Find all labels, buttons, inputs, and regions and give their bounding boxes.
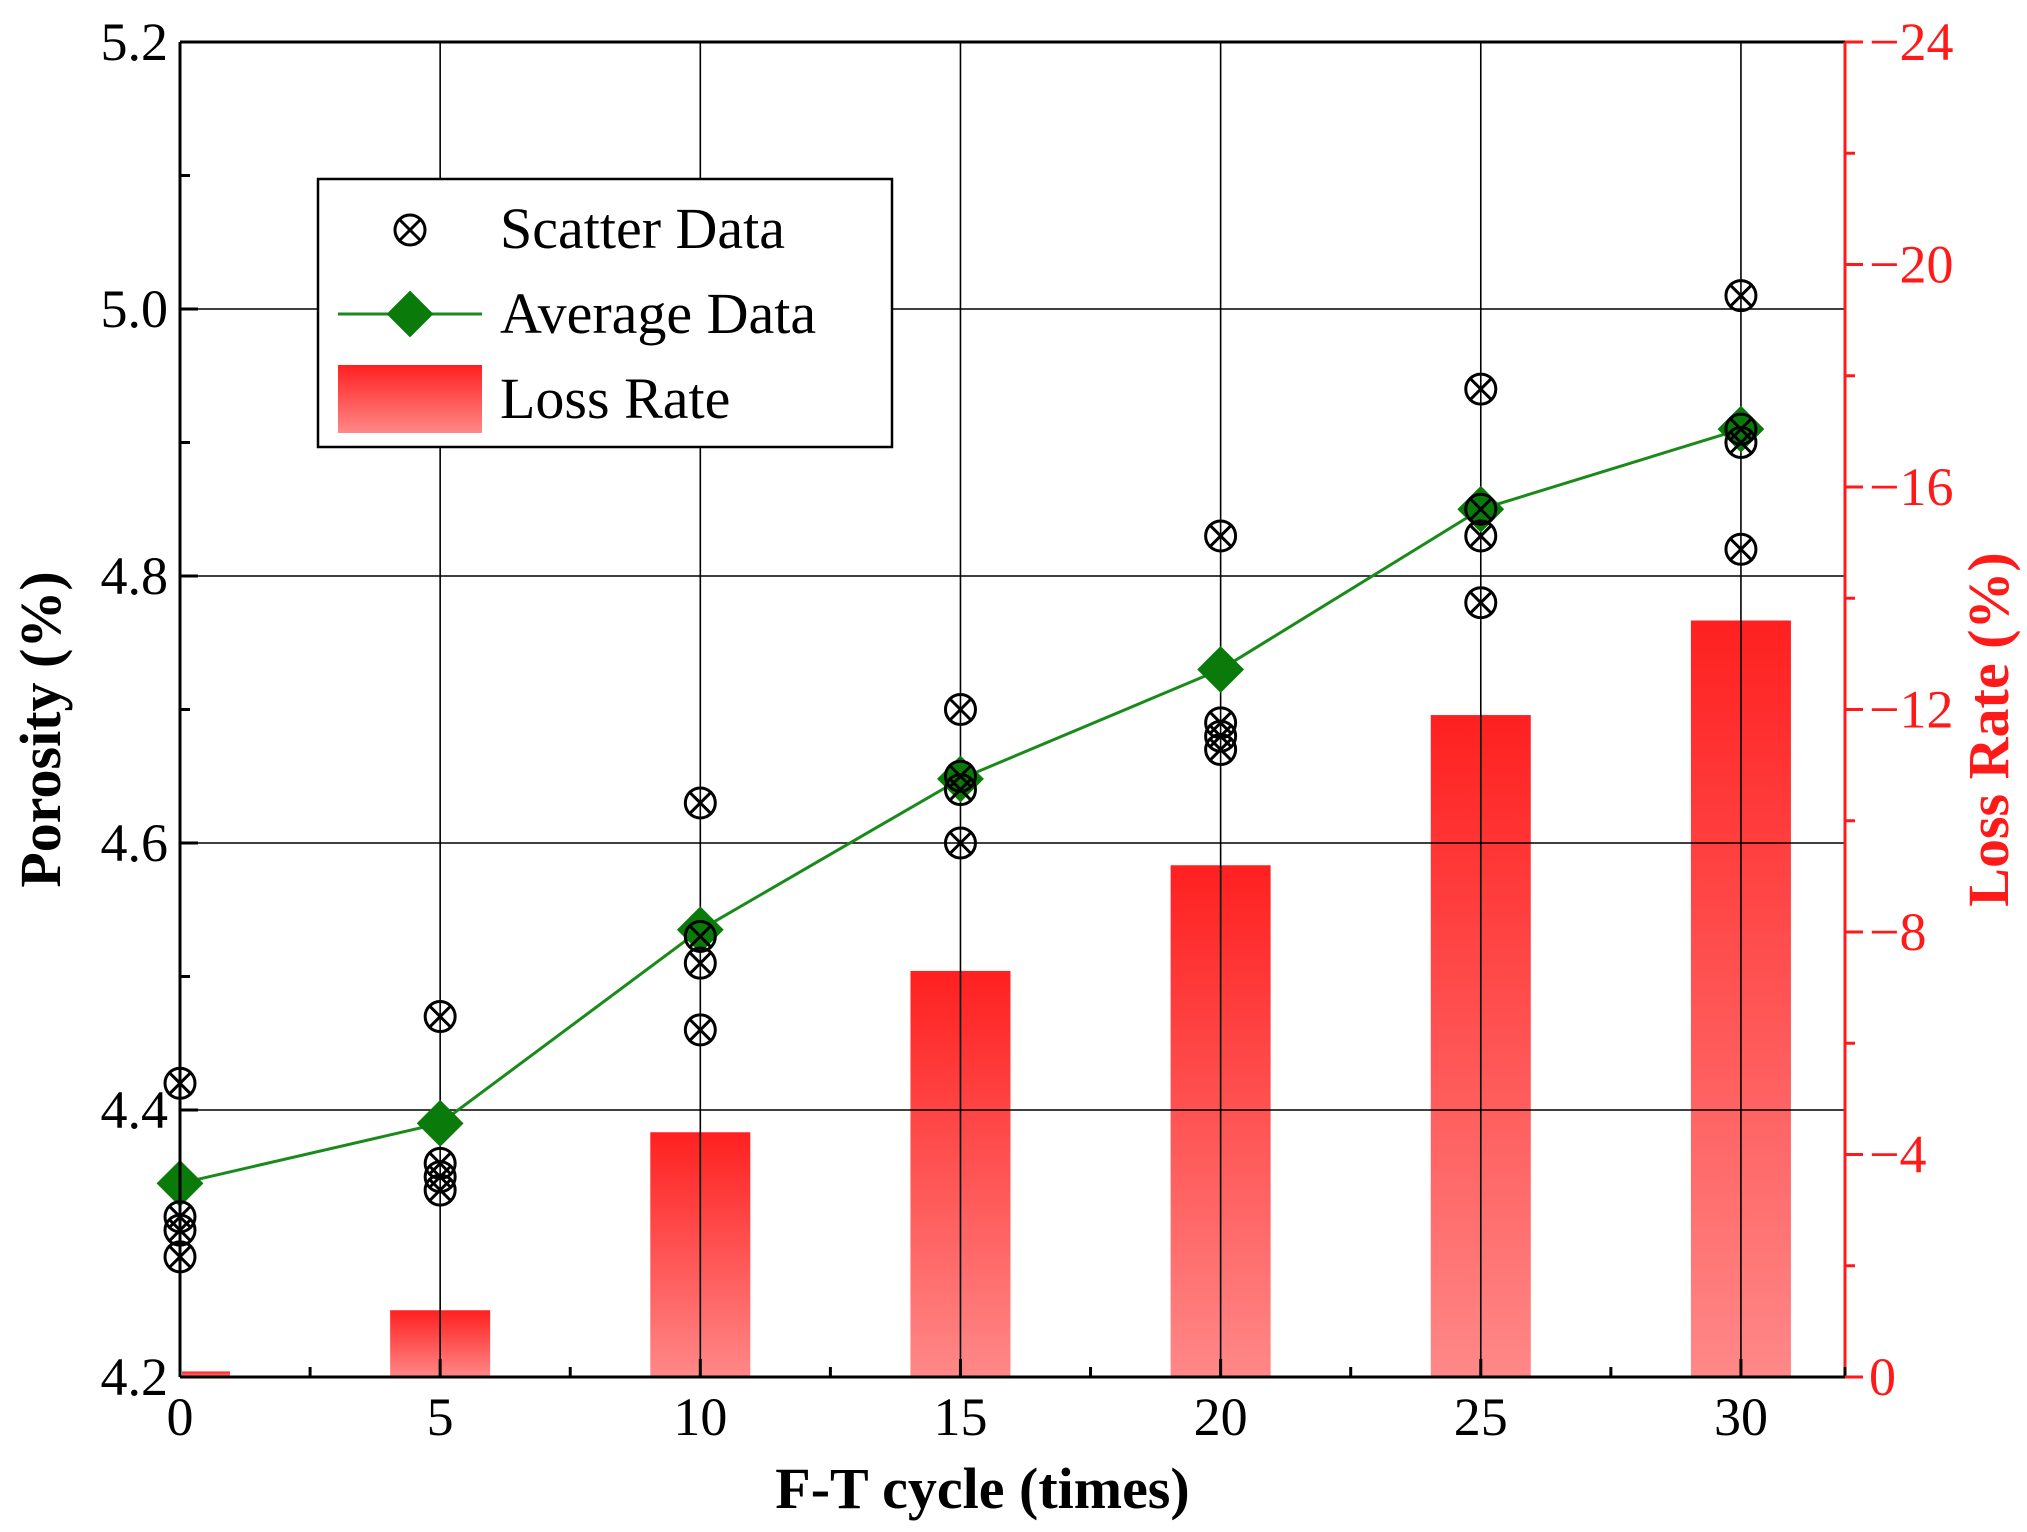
x-tick-label-0: 0 (167, 1387, 194, 1447)
scatter-point-25-21 (1464, 519, 1498, 553)
y-tick-label-4.4: 4.4 (101, 1080, 169, 1140)
scatter-point-25-20 (1464, 372, 1498, 406)
y2-axis-title: Loss Rate (%) (1956, 552, 2021, 906)
legend-line-label: Average Data (500, 281, 816, 346)
x-tick-label-5: 5 (427, 1387, 454, 1447)
scatter-point-20-16 (1204, 519, 1238, 553)
x-tick-label-10: 10 (673, 1387, 727, 1447)
y-tick-label-4.8: 4.8 (101, 546, 169, 606)
legend: Scatter Data Average Data Loss Rate (316, 177, 894, 449)
axes-layer: 4.2 4.4 4.6 4.8 5.0 5.2 0 5 10 15 20 25 30 0 −4 −8 −12 −1… (8, 12, 2021, 1521)
y2-tick-label-6: −24 (1869, 12, 1953, 72)
scatter-layer (163, 279, 1758, 1274)
scatter-point-10-9 (683, 946, 717, 980)
scatter-point-10-11 (683, 919, 717, 953)
y2-tick-label-5: −20 (1869, 235, 1953, 295)
scatter-point-5-4 (423, 1000, 457, 1034)
scatter-point-5-7 (423, 1173, 457, 1207)
legend-bar-symbol (338, 365, 482, 433)
bars-layer (182, 620, 1791, 1377)
x-tick-label-25: 25 (1454, 1387, 1508, 1447)
legend-line-symbol (338, 290, 482, 338)
y2-tick-label-1: −4 (1869, 1125, 1926, 1185)
scatter-point-30-24 (1724, 279, 1758, 313)
y2-tick-label-2: −8 (1869, 902, 1926, 962)
scatter-point-20-19 (1204, 733, 1238, 767)
scatter-point-10-10 (683, 1013, 717, 1047)
y2-tick-label-4: −16 (1869, 457, 1953, 517)
x-axis-title: F-T cycle (times) (775, 1456, 1189, 1521)
scatter-point-15-12 (943, 693, 977, 726)
scatter-point-30-26 (1724, 532, 1758, 566)
average-point-10 (676, 906, 724, 954)
x-tick-label-20: 20 (1194, 1387, 1248, 1447)
x-tick-label-30: 30 (1714, 1387, 1768, 1447)
y2-tick-label-0: 0 (1869, 1347, 1896, 1407)
y2-tick-label-3: −12 (1869, 680, 1953, 740)
y-tick-label-5.2: 5.2 (101, 12, 169, 72)
scatter-point-25-23 (1464, 492, 1498, 526)
average-point-20 (1197, 646, 1245, 693)
y-tick-label-4.2: 4.2 (101, 1347, 169, 1407)
legend-scatter-marker (393, 213, 427, 247)
legend-scatter-symbol (393, 213, 427, 247)
average-point-5 (416, 1099, 464, 1147)
legend-line-marker (386, 290, 434, 338)
loss-rate-bar-0 (182, 1371, 230, 1377)
legend-scatter-label: Scatter Data (500, 196, 785, 261)
scatter-point-15-15 (943, 759, 977, 793)
y-axis-title: Porosity (%) (8, 571, 73, 887)
scatter-point-30-27 (1724, 412, 1758, 446)
legend-bar-label: Loss Rate (500, 366, 730, 431)
y-tick-label-5.0: 5.0 (101, 279, 169, 339)
scatter-point-10-8 (683, 786, 717, 820)
scatter-point-15-14 (943, 826, 977, 860)
x-tick-label-15: 15 (933, 1387, 987, 1447)
y-tick-label-4.6: 4.6 (101, 813, 169, 873)
scatter-point-25-22 (1464, 586, 1498, 620)
